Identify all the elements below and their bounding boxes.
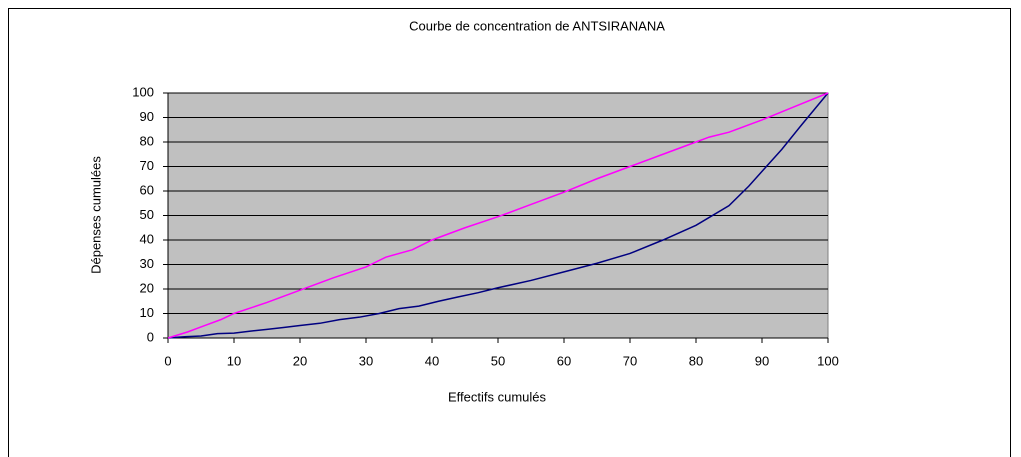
x-tick-label: 10 bbox=[227, 353, 241, 368]
x-tick-label: 80 bbox=[689, 353, 703, 368]
y-tick-label: 0 bbox=[147, 329, 154, 344]
x-tick-label: 100 bbox=[817, 353, 839, 368]
data-line bbox=[167, 92, 829, 339]
data-line bbox=[167, 92, 829, 339]
x-tick-label: 60 bbox=[557, 353, 571, 368]
y-tick-label: 50 bbox=[140, 207, 154, 222]
chart-title: Courbe de concentration de ANTSIRANANA bbox=[409, 18, 665, 33]
x-axis-label: Effectifs cumulés bbox=[448, 389, 547, 404]
y-tick-label: 90 bbox=[140, 109, 154, 124]
y-tick-label: 80 bbox=[140, 133, 154, 148]
y-tick-label: 100 bbox=[132, 84, 154, 99]
y-tick-label: 40 bbox=[140, 231, 154, 246]
y-axis-label: Dépenses cumulées bbox=[88, 156, 103, 274]
x-tick-label: 20 bbox=[293, 353, 307, 368]
y-tick-label: 60 bbox=[140, 182, 154, 197]
y-tick-label: 10 bbox=[140, 305, 154, 320]
x-tick-label: 40 bbox=[425, 353, 439, 368]
x-tick-label: 70 bbox=[623, 353, 637, 368]
x-tick-label: 50 bbox=[491, 353, 505, 368]
x-tick-label: 0 bbox=[164, 353, 171, 368]
x-tick-label: 30 bbox=[359, 353, 373, 368]
y-tick-label: 20 bbox=[140, 280, 154, 295]
x-tick-label: 90 bbox=[755, 353, 769, 368]
y-tick-label: 30 bbox=[140, 256, 154, 271]
y-tick-label: 70 bbox=[140, 158, 154, 173]
